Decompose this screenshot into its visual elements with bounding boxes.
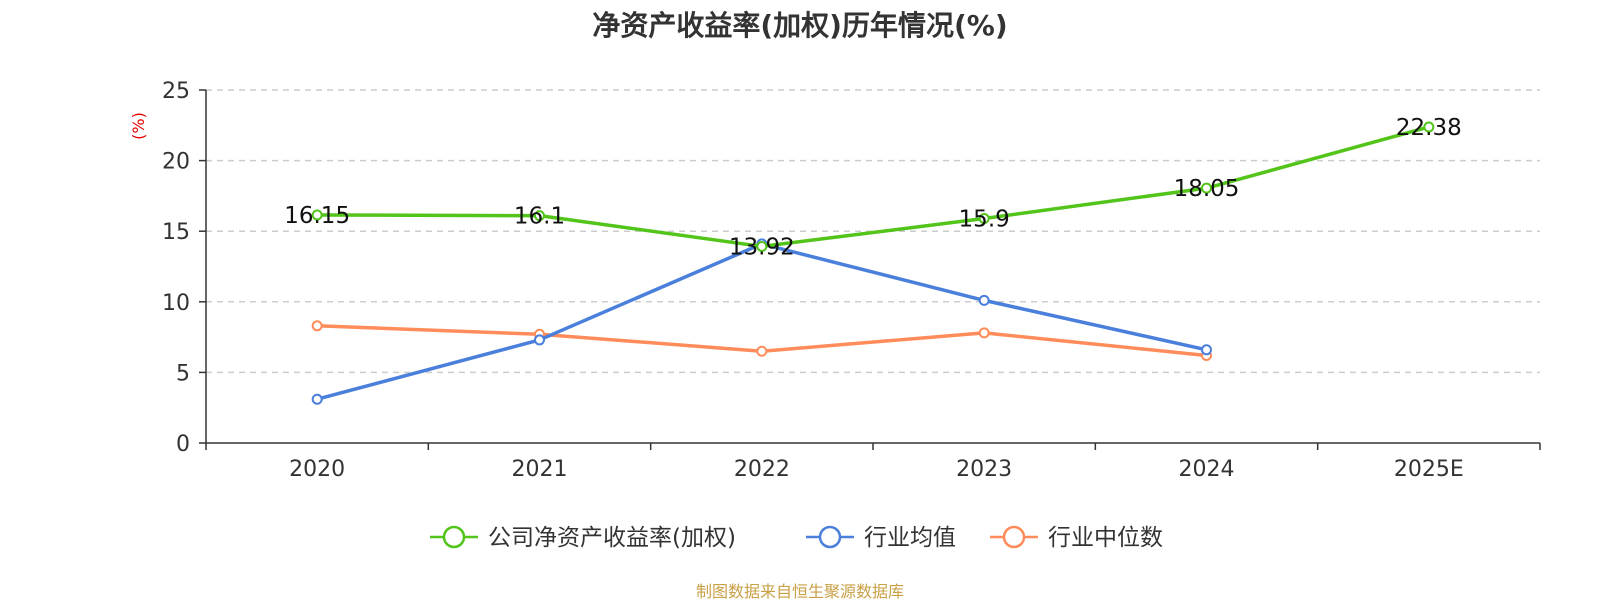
- chart-title: 净资产收益率(加权)历年情况(%): [592, 9, 1008, 42]
- axes: 0 5 10 15 20 25 2020 2021 2022 2023 2024 2025E (%): [129, 79, 1541, 482]
- data-label: 13.92: [729, 234, 795, 260]
- y-tick-label: 15: [162, 220, 190, 245]
- data-point: [1423, 121, 1435, 133]
- y-tick-label: 25: [162, 79, 190, 104]
- y-axis-unit: (%): [129, 112, 148, 140]
- data-point: [978, 327, 990, 339]
- y-tick-label: 0: [176, 432, 190, 457]
- grid-lines: [206, 89, 1540, 374]
- data-point: [1201, 344, 1212, 356]
- data-point: [756, 240, 768, 252]
- legend-label: 行业均值: [864, 525, 956, 551]
- x-tick-label: 2023: [956, 457, 1012, 482]
- data-point: [311, 393, 323, 405]
- legend-swatch-marker: [818, 525, 842, 549]
- data-label: 16.1: [514, 204, 565, 230]
- data-label: 15.9: [959, 206, 1010, 232]
- data-point: [534, 334, 545, 346]
- x-tick-label: 2024: [1179, 457, 1235, 482]
- data-label: 22.38: [1396, 115, 1462, 141]
- y-tick-label: 5: [176, 361, 190, 386]
- legend-label: 公司净资产收益率(加权): [488, 525, 736, 551]
- source-note: 制图数据来自恒生聚源数据库: [695, 582, 904, 601]
- data-point: [978, 212, 990, 224]
- data-point: [756, 345, 768, 357]
- data-point: [311, 320, 323, 332]
- x-tick-label: 2025E: [1394, 457, 1464, 482]
- data-point: [534, 210, 545, 222]
- series-lines: [311, 121, 1435, 405]
- x-tick-label: 2020: [289, 457, 345, 482]
- y-tick-label: 10: [162, 291, 190, 316]
- y-tick-label: 20: [162, 150, 190, 175]
- legend-swatch-marker: [442, 525, 466, 549]
- legend: 公司净资产收益率(加权) 行业均值 行业中位数: [430, 525, 1163, 551]
- data-labels: 16.15 16.1 13.92 15.9 18.05 22.38: [284, 115, 1462, 260]
- legend-swatch-marker: [1002, 525, 1026, 549]
- x-tick-label: 2021: [512, 457, 568, 482]
- data-label: 18.05: [1174, 176, 1240, 202]
- legend-label: 行业中位数: [1048, 525, 1163, 551]
- series-line-0: [315, 125, 1431, 249]
- data-label: 16.15: [284, 203, 350, 229]
- data-point: [1201, 182, 1212, 194]
- x-tick-label: 2022: [734, 457, 790, 482]
- data-point: [978, 294, 990, 306]
- series-line-1: [315, 242, 1209, 401]
- data-point: [311, 209, 323, 221]
